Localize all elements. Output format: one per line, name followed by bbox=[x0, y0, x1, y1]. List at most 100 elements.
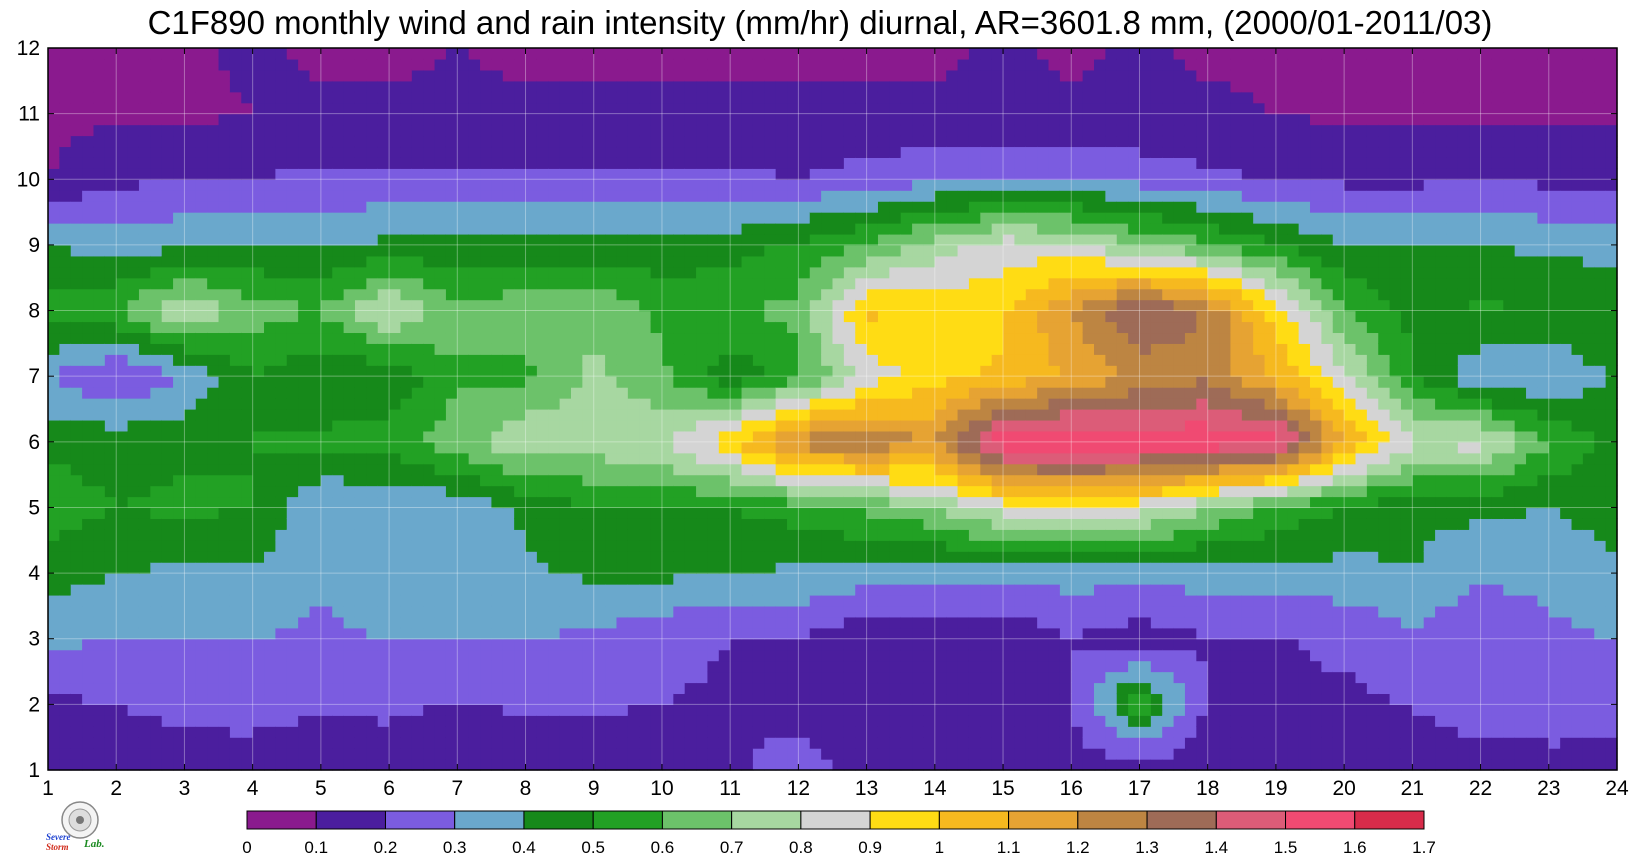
heatmap-cell bbox=[923, 441, 936, 454]
heatmap-cell bbox=[1355, 419, 1368, 432]
heatmap-cell bbox=[377, 507, 390, 519]
heatmap-cell bbox=[593, 463, 606, 476]
heatmap-cell bbox=[1071, 704, 1084, 716]
heatmap-cell bbox=[1003, 430, 1016, 443]
heatmap-cell bbox=[1423, 562, 1436, 574]
heatmap-cell bbox=[1105, 419, 1118, 432]
heatmap-cell bbox=[264, 594, 276, 607]
heatmap-cell bbox=[320, 638, 333, 651]
heatmap-cell bbox=[1071, 430, 1084, 443]
heatmap-cell bbox=[423, 638, 436, 651]
heatmap-cell bbox=[559, 387, 572, 399]
heatmap-cell bbox=[1400, 419, 1413, 432]
heatmap-cell bbox=[70, 419, 83, 432]
heatmap-cell bbox=[218, 507, 231, 519]
heatmap-cell bbox=[1457, 737, 1470, 749]
heatmap-cell bbox=[138, 485, 151, 498]
heatmap-cell bbox=[1446, 387, 1459, 399]
heatmap-cell bbox=[1082, 759, 1095, 771]
heatmap-cell bbox=[593, 759, 606, 771]
heatmap-cell bbox=[1469, 562, 1482, 574]
heatmap-cell bbox=[843, 616, 856, 629]
heatmap-cell bbox=[661, 430, 674, 443]
heatmap-cell bbox=[252, 376, 265, 388]
heatmap-cell bbox=[536, 682, 549, 695]
heatmap-cell bbox=[1355, 704, 1368, 716]
heatmap-cell bbox=[1162, 573, 1175, 585]
heatmap-cell bbox=[150, 726, 163, 738]
heatmap-cell bbox=[1196, 551, 1209, 563]
heatmap-cell bbox=[1094, 660, 1106, 673]
heatmap-cell bbox=[673, 594, 686, 607]
heatmap-cell bbox=[1230, 704, 1243, 716]
heatmap-cell bbox=[1128, 419, 1141, 432]
heatmap-cell bbox=[1059, 638, 1072, 651]
heatmap-cell bbox=[1207, 419, 1220, 432]
heatmap-cell bbox=[616, 715, 629, 727]
heatmap-cell bbox=[1128, 387, 1141, 399]
heatmap-cell bbox=[423, 584, 436, 596]
heatmap-cell bbox=[877, 529, 890, 541]
heatmap-cell bbox=[809, 737, 822, 749]
heatmap-cell bbox=[912, 485, 925, 498]
heatmap-cell bbox=[912, 551, 925, 563]
heatmap-cell bbox=[1037, 605, 1050, 618]
heatmap-cell bbox=[1378, 419, 1391, 432]
heatmap-cell bbox=[389, 627, 402, 640]
heatmap-cell bbox=[1128, 660, 1141, 673]
heatmap-cell bbox=[286, 693, 299, 705]
heatmap-cell bbox=[1025, 715, 1038, 727]
heatmap-cell bbox=[468, 496, 481, 509]
heatmap-cell bbox=[1094, 616, 1106, 629]
heatmap-cell bbox=[445, 551, 458, 563]
heatmap-cell bbox=[1560, 496, 1573, 509]
heatmap-cell bbox=[320, 441, 333, 454]
heatmap-cell bbox=[1071, 638, 1084, 651]
heatmap-cell bbox=[593, 419, 606, 432]
heatmap-cell bbox=[48, 463, 60, 476]
heatmap-cell bbox=[445, 759, 458, 771]
heatmap-cell bbox=[343, 594, 356, 607]
heatmap-cell bbox=[1173, 594, 1186, 607]
heatmap-cell bbox=[1059, 605, 1072, 618]
heatmap-cell bbox=[400, 562, 413, 574]
heatmap-cell bbox=[639, 441, 652, 454]
heatmap-cell bbox=[70, 354, 83, 366]
heatmap-cell bbox=[343, 605, 356, 618]
heatmap-cell bbox=[411, 759, 424, 771]
heatmap-cell bbox=[957, 387, 970, 399]
heatmap-cell bbox=[775, 529, 788, 541]
heatmap-cell bbox=[1582, 419, 1595, 432]
heatmap-cell bbox=[1287, 715, 1300, 727]
heatmap-cell bbox=[207, 682, 220, 695]
heatmap-cell bbox=[866, 376, 879, 388]
heatmap-cell bbox=[1071, 474, 1084, 487]
heatmap-cell bbox=[1548, 671, 1561, 684]
heatmap-cell bbox=[173, 584, 186, 596]
heatmap-cell bbox=[787, 409, 799, 421]
heatmap-cell bbox=[1480, 452, 1493, 465]
heatmap-cell bbox=[1537, 409, 1550, 421]
heatmap-cell bbox=[1059, 594, 1072, 607]
heatmap-cell bbox=[264, 616, 276, 629]
heatmap-cell bbox=[127, 474, 140, 487]
heatmap-cell bbox=[1594, 452, 1607, 465]
heatmap-cell bbox=[525, 507, 538, 519]
heatmap-cell bbox=[1582, 671, 1595, 684]
heatmap-cell bbox=[1173, 616, 1186, 629]
heatmap-cell bbox=[1400, 441, 1413, 454]
heatmap-cell bbox=[1253, 452, 1266, 465]
heatmap-cell bbox=[354, 616, 367, 629]
heatmap-cell bbox=[923, 605, 936, 618]
heatmap-cell bbox=[1560, 649, 1573, 662]
heatmap-cell bbox=[1321, 638, 1334, 651]
heatmap-cell bbox=[184, 562, 197, 574]
heatmap-cell bbox=[1162, 605, 1175, 618]
heatmap-cell bbox=[832, 693, 845, 705]
heatmap-cell bbox=[616, 474, 629, 487]
heatmap-cell bbox=[173, 376, 186, 388]
heatmap-cell bbox=[1435, 441, 1448, 454]
heatmap-cell bbox=[241, 540, 254, 552]
heatmap-cell bbox=[400, 693, 413, 705]
heatmap-cell bbox=[354, 594, 367, 607]
